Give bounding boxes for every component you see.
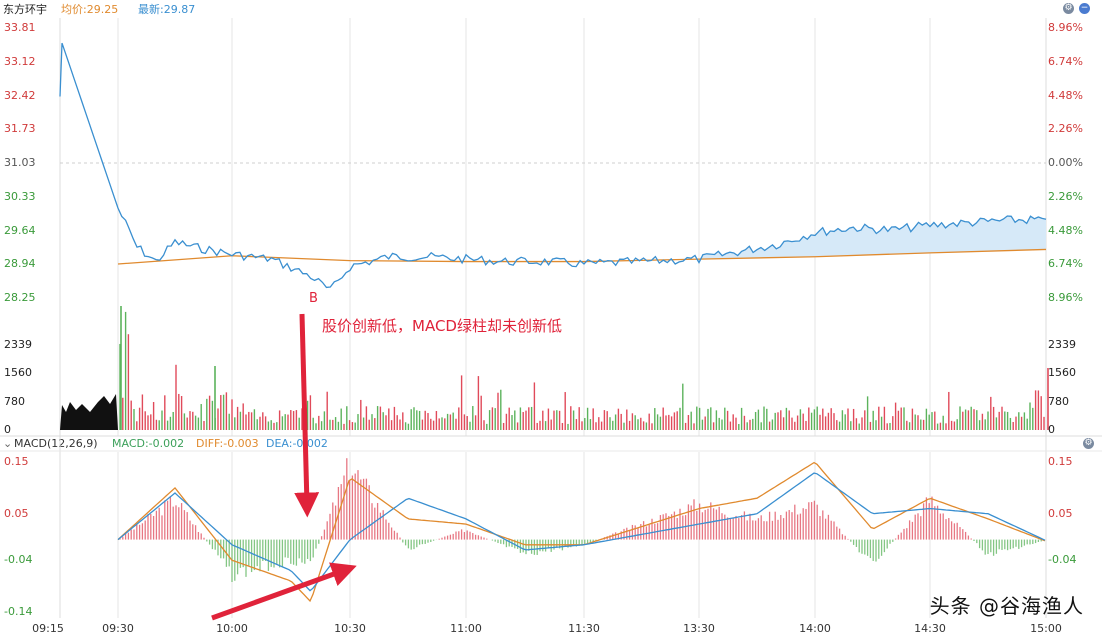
price-tick-right: 2.26% xyxy=(1048,122,1083,136)
macd-tick-left: -0.04 xyxy=(4,553,33,567)
watermark: 头条 @谷海渔人 xyxy=(929,594,1084,618)
price-tick-right: 4.48% xyxy=(1048,88,1083,102)
price-tick-right: 8.96% xyxy=(1048,21,1083,34)
volume-tick-right: 780 xyxy=(1048,394,1069,408)
macd-name: MACD(12,26,9) xyxy=(14,437,98,450)
volume-tick-left: 0 xyxy=(4,423,11,436)
minus-icon[interactable]: − xyxy=(1079,3,1090,14)
premarket-volume-area xyxy=(60,394,118,430)
price-tick-left: 32.42 xyxy=(4,88,36,102)
macd-tick-left: 0.15 xyxy=(4,455,29,468)
time-axis-label: 09:30 xyxy=(102,622,134,635)
price-tick-left: 33.81 xyxy=(4,21,36,34)
macd-settings-gear-icon[interactable]: ⚙ xyxy=(1083,438,1094,449)
macd-tick-left: 0.05 xyxy=(4,506,29,520)
price-tick-right: 2.26% xyxy=(1048,189,1083,203)
avg-price-label: 均价:29.25 xyxy=(61,3,119,16)
price-tick-left: 31.03 xyxy=(4,156,36,169)
time-axis-label: 11:30 xyxy=(568,622,600,635)
volume-tick-right: 0 xyxy=(1048,423,1055,436)
up-arrow xyxy=(211,562,357,621)
volume-tick-left: 2339 xyxy=(4,338,32,351)
macd-header: ⌄ MACD(12,26,9) MACD:-0.002 DIFF:-0.003 … xyxy=(0,437,1102,451)
macd-tick-right: -0.04 xyxy=(1048,553,1077,567)
settings-gear-icon[interactable]: ⚙ xyxy=(1063,3,1074,14)
price-line xyxy=(59,42,1047,289)
volume-tick-right: 2339 xyxy=(1048,338,1076,351)
time-axis-label: 14:00 xyxy=(799,622,831,635)
time-axis-label: 13:30 xyxy=(683,622,715,635)
macd-tick-left: -0.14 xyxy=(4,605,33,618)
price-tick-right: 4.48% xyxy=(1048,223,1083,237)
time-axis-label: 09:15 xyxy=(32,622,64,635)
diff-line xyxy=(117,461,1046,603)
down-arrow xyxy=(294,313,320,518)
stock-name: 东方环宇 xyxy=(3,3,47,16)
macd-value: MACD:-0.002 xyxy=(112,437,185,450)
time-axis-label: 10:30 xyxy=(334,622,366,635)
volume-tick-right: 1560 xyxy=(1048,366,1076,380)
time-axis-label: 15:00 xyxy=(1030,622,1062,635)
price-tick-left: 33.12 xyxy=(4,54,36,68)
volume-tick-left: 1560 xyxy=(4,366,32,380)
chart-header: 东方环宇 均价:29.25 最新:29.87 ⚙ − xyxy=(0,0,1102,16)
price-tick-left: 28.94 xyxy=(4,257,36,271)
price-tick-right: 0.00% xyxy=(1048,156,1083,169)
macd-tick-right: 0.05 xyxy=(1048,506,1073,520)
price-tick-left: 31.73 xyxy=(4,122,36,136)
price-tick-left: 28.25 xyxy=(4,291,36,304)
price-area-fill xyxy=(699,216,1046,263)
price-tick-right: 6.74% xyxy=(1048,54,1083,68)
volume-tick-left: 780 xyxy=(4,394,25,408)
dea-value: DEA:-0.002 xyxy=(266,437,328,450)
time-axis-label: 11:00 xyxy=(450,622,482,635)
diff-value: DIFF:-0.003 xyxy=(196,437,259,450)
point-b-label: B xyxy=(309,291,318,306)
price-tick-right: 6.74% xyxy=(1048,257,1083,271)
dea-line xyxy=(117,472,1046,592)
price-tick-left: 30.33 xyxy=(4,189,36,203)
price-tick-left: 29.64 xyxy=(4,223,36,237)
annotation-text: 股价创新低，MACD绿柱却未创新低 xyxy=(322,317,562,335)
price-tick-right: 8.96% xyxy=(1048,291,1083,304)
time-axis-label: 10:00 xyxy=(216,622,248,635)
time-axis-label: 14:30 xyxy=(914,622,946,635)
collapse-chevron-icon[interactable]: ⌄ xyxy=(3,437,13,450)
macd-tick-right: 0.15 xyxy=(1048,455,1073,468)
last-price-label: 最新:29.87 xyxy=(138,3,196,16)
